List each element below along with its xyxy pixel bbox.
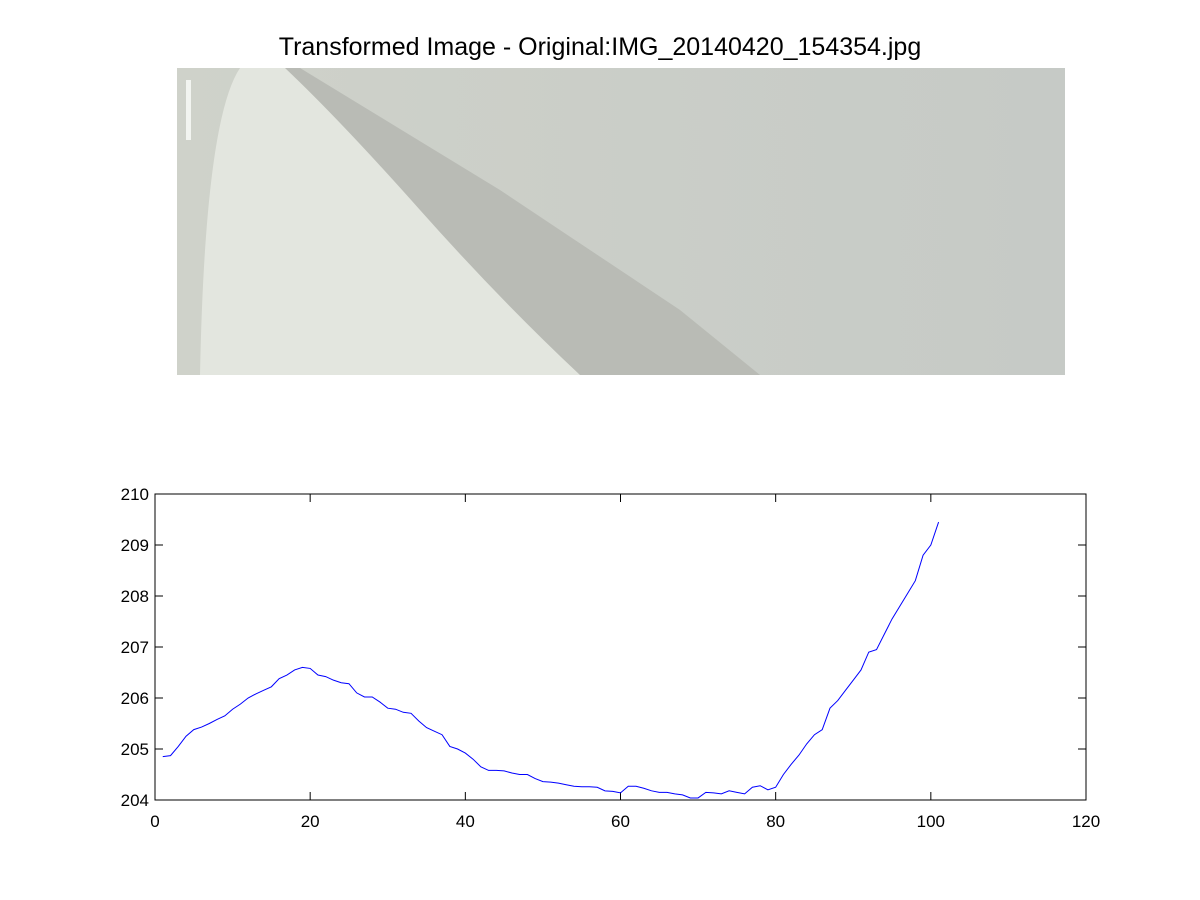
plot-axes — [154, 493, 1087, 801]
x-tick-label: 40 — [456, 812, 475, 831]
x-tick-label: 80 — [766, 812, 785, 831]
x-tick-label: 60 — [611, 812, 630, 831]
y-tick-label: 210 — [121, 485, 149, 504]
x-tick-label: 100 — [917, 812, 945, 831]
image-shadow-band — [255, 68, 760, 375]
y-tick-label: 209 — [121, 536, 149, 555]
y-tick-label: 207 — [121, 638, 149, 657]
image-title: Transformed Image - Original:IMG_2014042… — [279, 33, 922, 61]
image — [177, 68, 1065, 375]
y-tick-label: 208 — [121, 587, 149, 606]
y-tick-label: 205 — [121, 740, 149, 759]
y-tick-label: 204 — [121, 791, 149, 810]
y-tick-label: 206 — [121, 689, 149, 708]
data-line — [162, 521, 940, 799]
image-highlight — [186, 80, 191, 140]
x-tick-label: 0 — [150, 812, 159, 831]
x-tick-label: 20 — [301, 812, 320, 831]
x-tick-label: 120 — [1072, 812, 1100, 831]
image-bright-region — [200, 68, 580, 375]
